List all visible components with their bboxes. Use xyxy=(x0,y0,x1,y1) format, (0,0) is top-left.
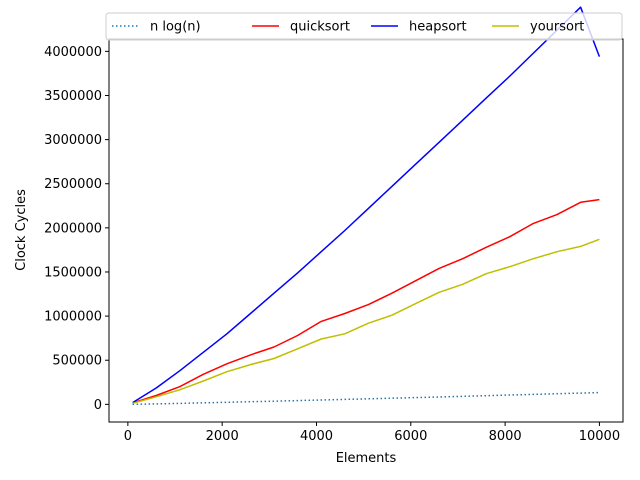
x-tick-label: 4000 xyxy=(300,429,333,444)
x-tick-label: 6000 xyxy=(394,429,427,444)
legend: n log(n) quicksort heapsort yoursort xyxy=(105,12,623,41)
y-axis-label: Clock Cycles xyxy=(14,189,29,271)
legend-label: yoursort xyxy=(530,20,584,35)
series-line-yoursort xyxy=(132,238,600,405)
y-tick-label: 3000000 xyxy=(44,133,102,148)
y-tick-label: 3500000 xyxy=(44,89,102,104)
y-tick-label: 500000 xyxy=(52,354,102,369)
x-tick-label: 0 xyxy=(124,429,132,444)
x-tick-label: 2000 xyxy=(206,429,239,444)
y-tick-label: 2000000 xyxy=(44,221,102,236)
y-tick-label: 0 xyxy=(94,398,102,413)
legend-label: heapsort xyxy=(409,20,467,35)
x-tick-label: 8000 xyxy=(489,429,522,444)
series-line-quicksort xyxy=(132,198,600,404)
y-tick-label: 1000000 xyxy=(44,310,102,325)
y-axis-ticks: 0 500000 1000000 1500000 2000000 2500000 30000… xyxy=(44,45,109,413)
legend-label: n log(n) xyxy=(150,20,201,35)
series-line-n-log-n xyxy=(132,391,600,406)
y-tick-label: 2500000 xyxy=(44,177,102,192)
series-line-heapsort xyxy=(132,6,601,404)
legend-box xyxy=(105,12,623,41)
y-tick-label: 1500000 xyxy=(44,265,102,280)
plot-area xyxy=(109,39,623,422)
series-layer xyxy=(132,6,601,406)
y-tick-label: 4000000 xyxy=(44,45,102,60)
x-axis-label: Elements xyxy=(336,451,397,466)
x-tick-label: 10000 xyxy=(579,429,620,444)
x-axis-ticks: 0 2000 4000 6000 8000 10000 xyxy=(124,422,620,444)
legend-label: quicksort xyxy=(290,20,350,35)
